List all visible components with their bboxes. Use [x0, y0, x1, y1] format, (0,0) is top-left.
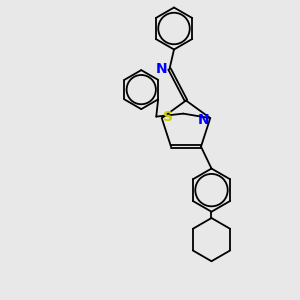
Text: N: N: [198, 112, 209, 127]
Text: S: S: [163, 110, 173, 124]
Text: N: N: [156, 62, 168, 76]
